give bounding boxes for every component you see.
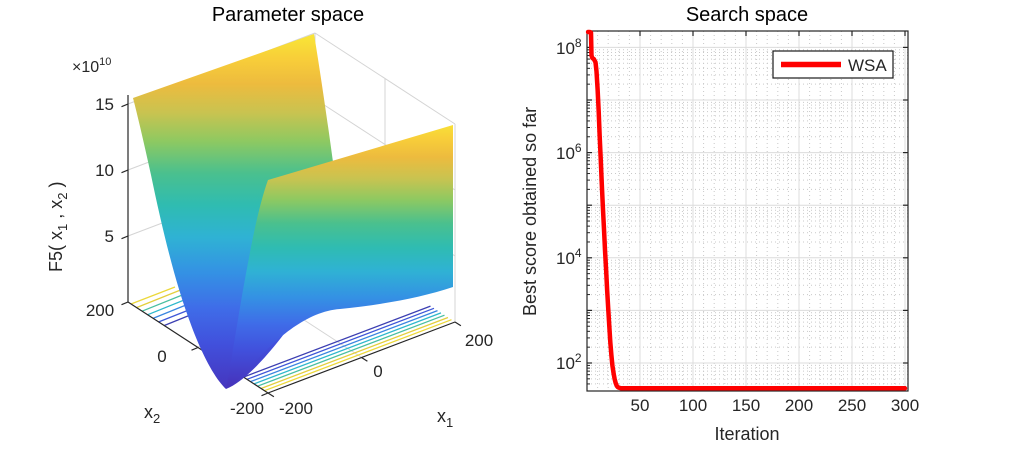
legend-label: WSA — [848, 56, 887, 75]
y-tick-1e2: 102 — [556, 351, 582, 373]
x1-axis-label: x1 — [437, 406, 453, 430]
z-exponent: ×1010 — [72, 56, 111, 76]
z-tick-5: 5 — [105, 227, 114, 246]
x1-tick-200: 200 — [465, 331, 493, 350]
x-tick-100: 100 — [679, 396, 707, 415]
wsa-curve — [585, 29, 908, 391]
plot-box — [586, 30, 909, 392]
axes3d-edges — [121, 95, 462, 398]
y-tick-1e6: 106 — [556, 141, 582, 163]
legend: WSA — [772, 50, 894, 79]
x1-tick-n200: -200 — [279, 399, 313, 418]
x-tick-200: 200 — [785, 396, 813, 415]
x-tick-150: 150 — [732, 396, 760, 415]
y-axis-label: Best score obtained so far — [520, 107, 540, 316]
search-space-plot: WSA Search space Best score obtained so … — [520, 4, 919, 444]
x-tick-300: 300 — [891, 396, 919, 415]
axis-ticks — [587, 31, 908, 391]
z-axis-label: F5( x1 , x2 ) — [46, 182, 70, 273]
x-tick-50: 50 — [631, 396, 650, 415]
y-tick-1e8: 108 — [556, 36, 582, 58]
x-tick-250: 250 — [838, 396, 866, 415]
x2-tick-200: 200 — [86, 301, 114, 320]
y-tick-1e4: 104 — [556, 246, 582, 268]
x1-tick-0: 0 — [373, 362, 382, 381]
x2-tick-n200: -200 — [230, 399, 264, 418]
left-plot-title: Parameter space — [212, 4, 364, 26]
surface-near-wall — [226, 125, 453, 389]
z-tick-10: 10 — [95, 161, 114, 180]
z-tick-15: 15 — [95, 95, 114, 114]
x-axis-label: Iteration — [714, 424, 779, 444]
x2-tick-0: 0 — [157, 347, 166, 366]
x2-axis-label: x2 — [144, 402, 160, 426]
right-plot-title: Search space — [686, 4, 808, 26]
grid — [587, 31, 908, 391]
parameter-space-plot: Parameter space ×1010 15 10 5 F5( x1 , x… — [46, 4, 493, 430]
